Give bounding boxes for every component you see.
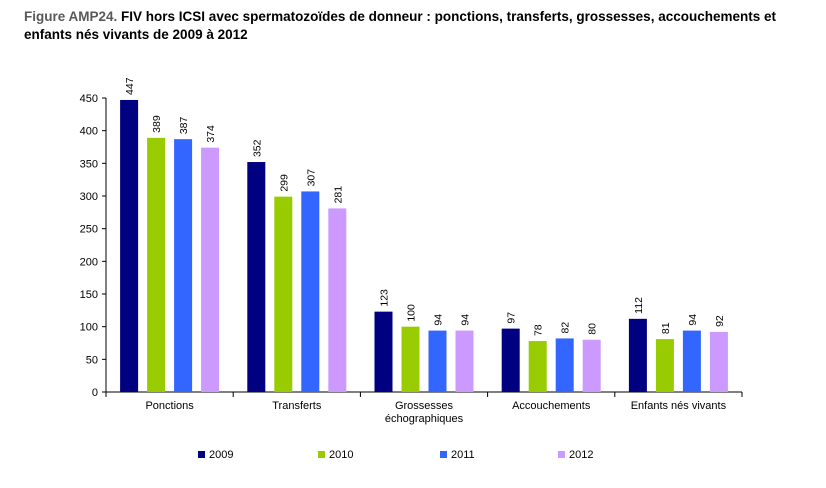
data-label: 94 <box>687 314 699 326</box>
bar <box>682 330 701 392</box>
bar <box>201 147 220 392</box>
x-category-label: Accouchements <box>512 400 591 412</box>
bar <box>655 339 674 392</box>
value-labels: 447 389 387 374 352 299 307 281 123 100 94 94 97 78 82… <box>124 77 726 336</box>
x-category-label: Enfants nés vivants <box>631 400 727 412</box>
data-label: 94 <box>460 314 472 326</box>
bars <box>120 99 728 393</box>
bar <box>328 208 347 392</box>
data-label: 389 <box>151 115 163 133</box>
x-category-label: Ponctions <box>145 400 194 412</box>
x-category-label: Transferts <box>272 400 322 412</box>
data-label: 307 <box>305 169 317 187</box>
bar <box>301 191 320 392</box>
bar <box>274 196 293 392</box>
axes: 0 50 100 150 200 250 300 350 400 450 Ponctions Tran… <box>80 93 743 425</box>
data-label: 80 <box>587 323 599 335</box>
legend-label: 2012 <box>569 449 593 461</box>
bar <box>501 328 520 392</box>
y-tick-label: 50 <box>86 354 98 366</box>
legend: 2009 2010 2011 2012 <box>198 449 593 461</box>
y-tick-label: 0 <box>92 387 98 399</box>
figure-number: Figure AMP24. <box>24 9 118 24</box>
y-tick-label: 400 <box>80 126 98 138</box>
bar <box>120 99 139 393</box>
bar <box>628 318 647 392</box>
legend-label: 2010 <box>329 449 353 461</box>
data-label: 387 <box>178 116 190 134</box>
y-tick-label: 300 <box>80 191 98 203</box>
data-label: 281 <box>332 186 344 204</box>
legend-swatch <box>318 451 325 458</box>
legend-swatch <box>198 451 205 458</box>
data-label: 81 <box>660 322 672 334</box>
data-label: 82 <box>560 322 572 334</box>
bar <box>174 139 193 392</box>
bar <box>709 331 728 392</box>
data-label: 374 <box>205 125 217 143</box>
figure-title: FIV hors ICSI avec spermatozoïdes de don… <box>24 9 776 42</box>
data-label: 352 <box>251 139 263 157</box>
data-label: 100 <box>406 304 418 322</box>
bar <box>555 338 574 392</box>
bar <box>374 311 393 392</box>
y-tick-label: 250 <box>80 224 98 236</box>
y-tick-label: 350 <box>80 158 98 170</box>
y-tick-label: 100 <box>80 322 98 334</box>
bar <box>147 137 166 392</box>
bar <box>455 330 474 392</box>
data-label: 112 <box>633 297 645 314</box>
bar <box>428 330 447 392</box>
bar <box>528 341 547 392</box>
bar <box>582 339 601 392</box>
legend-swatch <box>440 451 447 458</box>
x-category-label: Grossesses échographiques <box>385 400 464 425</box>
data-label: 123 <box>379 289 391 307</box>
bar <box>247 162 266 392</box>
bar <box>401 326 420 392</box>
data-label: 299 <box>278 174 290 192</box>
y-tick-label: 150 <box>80 289 98 301</box>
chart-title: Figure AMP24. FIV hors ICSI avec spermat… <box>24 8 814 44</box>
legend-label: 2011 <box>451 449 475 461</box>
y-tick-label: 200 <box>80 256 98 268</box>
legend-swatch <box>558 451 565 458</box>
data-label: 97 <box>506 312 518 324</box>
data-label: 447 <box>124 77 136 95</box>
data-label: 94 <box>433 314 445 326</box>
legend-label: 2009 <box>209 449 233 461</box>
data-label: 78 <box>533 324 545 336</box>
y-tick-label: 450 <box>80 93 98 105</box>
data-label: 92 <box>714 315 726 327</box>
